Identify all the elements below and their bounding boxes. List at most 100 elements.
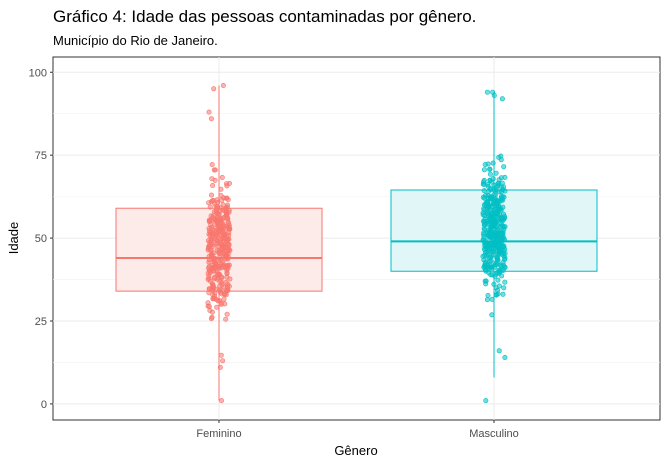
points-masculino bbox=[480, 89, 508, 404]
data-point bbox=[221, 234, 227, 240]
data-point bbox=[481, 179, 487, 185]
data-point bbox=[492, 262, 498, 268]
data-point bbox=[490, 89, 496, 95]
data-point bbox=[224, 181, 230, 187]
data-point bbox=[481, 188, 487, 194]
data-point bbox=[209, 192, 215, 198]
data-point bbox=[489, 179, 495, 185]
data-point bbox=[485, 188, 491, 194]
data-point bbox=[483, 202, 489, 208]
data-point bbox=[491, 218, 497, 224]
data-point bbox=[218, 220, 224, 226]
data-point bbox=[498, 217, 504, 223]
data-point bbox=[206, 290, 212, 296]
data-point bbox=[207, 204, 213, 210]
data-point bbox=[224, 274, 230, 280]
data-point bbox=[490, 252, 496, 258]
data-point bbox=[224, 263, 230, 269]
data-point bbox=[206, 259, 212, 265]
y-tick-label: 50 bbox=[35, 233, 47, 245]
chart-title: Gráfico 4: Idade das pessoas contaminada… bbox=[53, 7, 477, 26]
data-point bbox=[501, 226, 507, 232]
data-point bbox=[480, 212, 486, 218]
data-point bbox=[498, 236, 504, 242]
data-point bbox=[502, 354, 508, 360]
data-point bbox=[496, 270, 502, 276]
data-point bbox=[482, 252, 488, 258]
data-point bbox=[218, 241, 224, 247]
data-point bbox=[217, 364, 223, 370]
data-point bbox=[491, 281, 497, 287]
data-point bbox=[493, 285, 499, 291]
data-point bbox=[481, 218, 487, 224]
data-point bbox=[220, 358, 226, 364]
data-point bbox=[214, 247, 220, 253]
data-point bbox=[212, 293, 218, 299]
data-point bbox=[223, 279, 229, 285]
data-point bbox=[225, 202, 231, 208]
data-point bbox=[214, 215, 220, 221]
data-point bbox=[496, 189, 502, 195]
data-point bbox=[211, 243, 217, 249]
data-point bbox=[211, 86, 217, 92]
data-point bbox=[209, 237, 215, 243]
data-point bbox=[212, 177, 218, 183]
data-point bbox=[224, 238, 230, 244]
data-point bbox=[218, 301, 224, 307]
data-point bbox=[490, 160, 496, 166]
data-point bbox=[223, 212, 229, 218]
data-point bbox=[498, 263, 504, 269]
data-point bbox=[498, 193, 504, 199]
data-point bbox=[484, 297, 490, 303]
data-point bbox=[211, 213, 217, 219]
data-point bbox=[212, 167, 218, 173]
data-point bbox=[495, 207, 501, 213]
data-point bbox=[487, 166, 493, 172]
points-feminino bbox=[205, 83, 233, 404]
chart-subtitle: Município do Rio de Janeiro. bbox=[53, 33, 218, 48]
data-point bbox=[495, 198, 501, 204]
data-point bbox=[502, 279, 508, 285]
data-point bbox=[215, 298, 221, 304]
data-point bbox=[207, 307, 213, 313]
data-point bbox=[485, 230, 491, 236]
data-point bbox=[482, 260, 488, 266]
data-point bbox=[487, 171, 493, 177]
data-point bbox=[212, 265, 218, 271]
data-point bbox=[223, 316, 229, 322]
data-point bbox=[494, 223, 500, 229]
data-point bbox=[224, 311, 230, 317]
data-point bbox=[226, 241, 232, 247]
data-point bbox=[481, 167, 487, 173]
axes: 0 25 50 75 100 Feminino Masculino bbox=[29, 67, 519, 440]
data-point bbox=[492, 203, 498, 209]
data-point bbox=[226, 224, 232, 230]
data-point bbox=[209, 162, 215, 168]
data-point bbox=[224, 287, 230, 293]
data-point bbox=[482, 162, 488, 168]
data-point bbox=[219, 175, 225, 181]
data-point bbox=[213, 229, 219, 235]
data-point bbox=[206, 200, 212, 206]
data-point bbox=[217, 283, 223, 289]
data-point bbox=[218, 186, 224, 192]
data-point bbox=[494, 255, 500, 261]
data-point bbox=[493, 292, 499, 298]
data-point bbox=[207, 218, 213, 224]
data-point bbox=[485, 292, 491, 298]
data-point bbox=[496, 348, 502, 354]
data-point bbox=[209, 262, 215, 268]
data-point bbox=[218, 352, 224, 358]
y-tick-label: 75 bbox=[35, 150, 47, 162]
data-point bbox=[216, 271, 222, 277]
jitter-points bbox=[205, 83, 508, 404]
data-point bbox=[205, 303, 211, 309]
data-point bbox=[501, 164, 507, 170]
data-point bbox=[483, 398, 489, 404]
data-point bbox=[226, 246, 232, 252]
data-point bbox=[498, 157, 504, 163]
x-axis-title: Gênero bbox=[334, 443, 377, 458]
data-point bbox=[220, 216, 226, 222]
data-point bbox=[489, 312, 495, 318]
data-point bbox=[215, 257, 221, 263]
